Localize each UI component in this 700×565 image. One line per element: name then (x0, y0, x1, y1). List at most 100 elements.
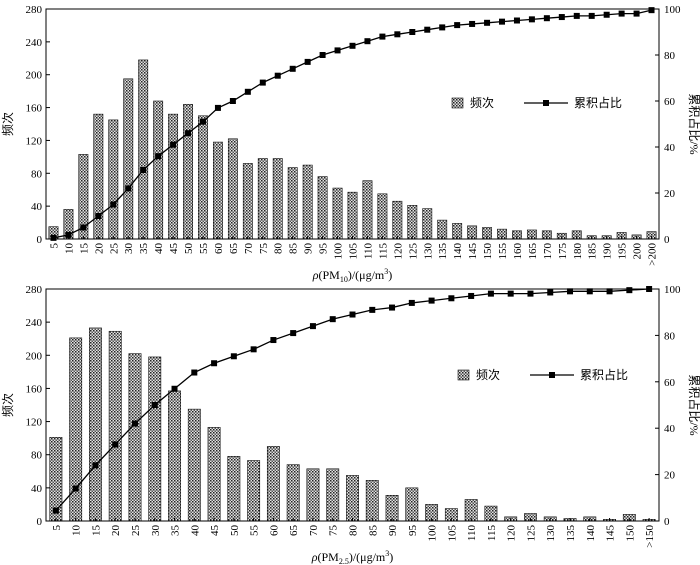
pm10-cumulative-point-22 (379, 33, 386, 40)
pm25-xtick-label-10: 55 (249, 525, 261, 537)
pm25-xtick-label-20: 105 (446, 525, 458, 542)
pm25-xtick-label-28: 145 (605, 525, 617, 542)
pm10-xtick-label-9: 50 (183, 243, 195, 255)
pm10-xtick-label-31: 160 (512, 243, 524, 260)
pm10-xtick-label-4: 25 (108, 243, 120, 255)
pm25-xtick-label-18: 95 (407, 525, 419, 537)
pm25-cumulative-point-10 (250, 346, 257, 353)
pm10-xtick-label-21: 110 (362, 243, 374, 260)
pm10-xtick-label-36: 185 (587, 243, 599, 260)
pm10-cumulative-point-13 (244, 88, 251, 95)
pm10-cumulative-point-30 (499, 18, 506, 25)
pm25-bar-6 (168, 390, 181, 522)
pm25-bar-5 (148, 356, 162, 522)
pm25-bar-10 (247, 460, 261, 522)
pm25-cumulative-point-23 (507, 290, 514, 297)
pm10-bar-24 (407, 205, 418, 240)
pm25-bar-9 (227, 456, 241, 522)
pm25-cumulative-point-26 (567, 288, 574, 295)
pm25-cumulative-point-1 (72, 485, 79, 492)
pm10-cumulative-point-35 (573, 12, 580, 19)
pm25-xtick-label-13: 70 (308, 525, 320, 537)
pm10-ytick-label-6: 240 (26, 37, 43, 49)
pm10-legend-line-marker (543, 100, 549, 106)
pm25-xtick-label-6: 35 (170, 525, 182, 537)
pm25-ytick-label-0: 0 (37, 516, 43, 528)
pm25-xtick-label-24: 125 (525, 525, 537, 542)
pm25-xtick-label-22: 115 (486, 525, 498, 542)
pm10-xtick-label-18: 95 (318, 243, 330, 255)
pm25-xtick-label-5: 30 (150, 525, 162, 537)
pm10-xtick-label-2: 15 (78, 243, 90, 255)
pm10-ytick-label-7: 280 (26, 4, 43, 16)
pm10-xtick-label-1: 10 (63, 243, 75, 255)
pm25-ytick-label-3: 120 (26, 417, 43, 429)
pm10-xtick-label-22: 115 (377, 243, 389, 260)
pm10-xtick-label-28: 145 (467, 243, 479, 260)
pm10-xtick-label-40: >200 (647, 243, 659, 266)
pm10-ytick-label-5: 200 (26, 70, 43, 82)
pm25-bar-16 (365, 480, 379, 522)
pm25-xtick-label-23: 120 (506, 525, 518, 542)
pm10-xtick-label-20: 105 (348, 243, 360, 260)
pm10-cumulative-point-33 (543, 15, 550, 22)
pm25-ytick-label-6: 240 (26, 317, 43, 329)
pm25-cumulative-point-14 (329, 316, 336, 323)
pm25-xtick-label-14: 75 (328, 525, 340, 537)
pm10-bar-21 (362, 180, 373, 240)
pm10-ytick-label-1: 40 (31, 201, 43, 213)
pm25-bar-13 (306, 468, 320, 522)
pm25-xtick-label-17: 90 (387, 525, 399, 537)
pm10-xtick-label-7: 40 (153, 243, 165, 255)
pm10-bar-22 (377, 193, 388, 240)
pm10-xtick-label-5: 30 (123, 243, 135, 255)
pm25-y2tick-label-5: 100 (664, 284, 681, 296)
pm10-bar-23 (392, 200, 403, 240)
pm25-x-axis-label: ρ(PM2.5)/(μg/m3) (311, 549, 394, 565)
pm25-cumulative-point-16 (369, 306, 376, 313)
pm10-cumulative-point-6 (140, 167, 147, 173)
pm25-xtick-label-4: 25 (130, 525, 142, 537)
pm25-cumulative-point-17 (389, 304, 396, 311)
pm25-xtick-label-9: 50 (229, 525, 241, 537)
pm10-xtick-label-11: 60 (213, 243, 225, 255)
pm10-bar-6 (138, 59, 149, 240)
pm25-axes: 0 40 80 120 160 200 240 280 0 20 40 60 80 100 5 10 15 20 2… (1, 284, 700, 565)
pm10-bar-13 (242, 163, 253, 240)
pm10-xtick-label-15: 80 (273, 243, 285, 255)
pm25-legend-bar-label: 频次 (476, 368, 500, 382)
pm25-bar-18 (405, 487, 419, 522)
pm25-xtick-label-7: 40 (189, 525, 201, 537)
pm10-y2tick-label-2: 40 (664, 142, 676, 154)
pm25-ytick-label-7: 280 (26, 284, 43, 296)
pm25-bar-2 (89, 327, 102, 522)
pm25-bar-3 (108, 330, 122, 522)
pm25-cumulative-point-8 (211, 360, 218, 367)
pm10-cumulative-point-24 (409, 29, 416, 35)
pm25-cumulative-point-13 (309, 323, 316, 330)
pm10-cumulative-point-29 (484, 19, 491, 26)
pm10-cumulative-point-31 (513, 17, 520, 24)
pm10-cumulative-point-32 (528, 16, 535, 23)
pm25-bar-4 (128, 353, 142, 522)
pm10-cumulative-point-19 (334, 47, 341, 54)
pm25-legend: 频次 累积占比 (457, 367, 628, 382)
pm25-xtick-label-29: 150 (624, 525, 636, 542)
pm10-bar-19 (332, 187, 343, 240)
pm10-xtick-label-29: 150 (482, 243, 494, 260)
pm25-bar-17 (385, 495, 399, 522)
pm10-cumulative-point-14 (259, 79, 266, 86)
pm25-cumulative-point-11 (270, 337, 277, 344)
pm25-cumulative-point-25 (547, 289, 554, 296)
pm25-cumulative-point-18 (408, 299, 415, 306)
pm25-xtick-label-19: 100 (427, 525, 439, 542)
pm10-cumulative-point-12 (229, 98, 236, 104)
pm25-bar-14 (326, 468, 340, 522)
pm10-cumulative-point-5 (125, 185, 132, 192)
pm10-legend: 频次 累积占比 (451, 95, 622, 110)
pm10-cumulative-point-3 (95, 213, 102, 219)
pm10-y2tick-label-4: 80 (664, 50, 676, 62)
pm25-chart: 0 40 80 120 160 200 240 280 0 20 40 60 80 100 5 10 15 20 2… (1, 284, 700, 565)
pm10-bar-9 (183, 103, 193, 240)
